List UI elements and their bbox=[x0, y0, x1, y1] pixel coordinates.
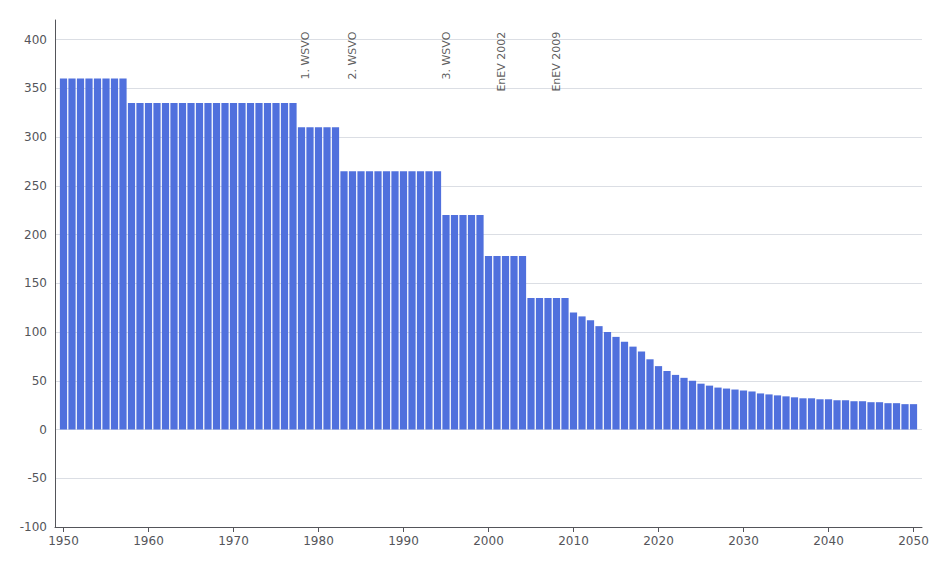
svg-text:2050: 2050 bbox=[898, 534, 929, 548]
svg-text:2030: 2030 bbox=[728, 534, 759, 548]
svg-text:400: 400 bbox=[24, 33, 47, 47]
svg-text:200: 200 bbox=[24, 228, 47, 242]
svg-text:0: 0 bbox=[39, 423, 47, 437]
svg-text:EnEV 2009: EnEV 2009 bbox=[550, 32, 563, 92]
svg-text:2010: 2010 bbox=[558, 534, 589, 548]
svg-text:1960: 1960 bbox=[133, 534, 164, 548]
svg-text:1950: 1950 bbox=[48, 534, 79, 548]
svg-text:250: 250 bbox=[24, 179, 47, 193]
svg-text:-100: -100 bbox=[20, 520, 47, 534]
svg-text:350: 350 bbox=[24, 81, 47, 95]
svg-text:2040: 2040 bbox=[813, 534, 844, 548]
svg-text:2020: 2020 bbox=[643, 534, 674, 548]
svg-text:3. WSVO: 3. WSVO bbox=[440, 31, 453, 79]
svg-text:300: 300 bbox=[24, 130, 47, 144]
svg-text:-50: -50 bbox=[27, 471, 47, 485]
svg-text:2. WSVO: 2. WSVO bbox=[346, 31, 359, 79]
svg-text:1970: 1970 bbox=[218, 534, 249, 548]
svg-text:EnEV 2002: EnEV 2002 bbox=[495, 32, 508, 92]
svg-text:100: 100 bbox=[24, 325, 47, 339]
svg-text:150: 150 bbox=[24, 276, 47, 290]
svg-text:2000: 2000 bbox=[473, 534, 504, 548]
svg-text:1980: 1980 bbox=[303, 534, 334, 548]
svg-text:50: 50 bbox=[32, 374, 47, 388]
svg-text:1990: 1990 bbox=[388, 534, 419, 548]
svg-text:1. WSVO: 1. WSVO bbox=[299, 31, 312, 79]
